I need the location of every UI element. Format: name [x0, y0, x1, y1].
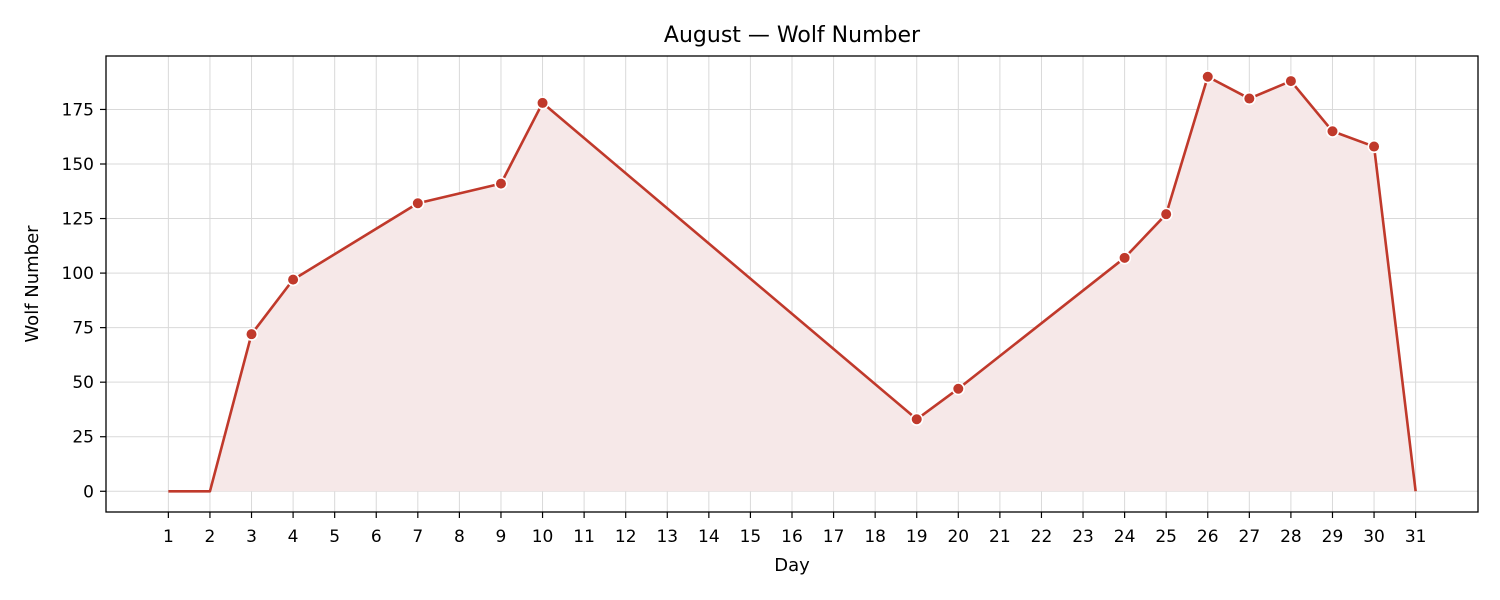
y-tick-label: 125: [62, 210, 94, 230]
y-tick-label: 175: [62, 100, 94, 120]
x-tick-label: 21: [989, 527, 1011, 547]
data-point: [411, 196, 425, 210]
data-point: [286, 273, 300, 287]
data-point: [1118, 251, 1132, 265]
x-tick-label: 12: [615, 527, 637, 547]
x-tick-label: 27: [1239, 527, 1261, 547]
x-tick-label: 3: [246, 527, 257, 547]
data-point: [951, 382, 965, 396]
data-point: [1201, 70, 1215, 84]
data-point: [535, 96, 550, 110]
data-point: [244, 327, 259, 341]
x-axis: 1 2 3 4 5 6 7 8 9 10 11 12 13 14 15 16 17 18 19 20 21 22 23 24 2…: [163, 512, 1427, 547]
y-tick-label: 0: [83, 482, 94, 502]
x-tick-label: 6: [371, 527, 382, 547]
x-tick-label: 29: [1322, 527, 1344, 547]
x-tick-label: 8: [454, 527, 465, 547]
x-tick-label: 23: [1072, 527, 1094, 547]
x-tick-label: 15: [740, 527, 762, 547]
x-tick-label: 22: [1031, 527, 1053, 547]
x-tick-label: 11: [573, 527, 595, 547]
y-tick-label: 50: [72, 373, 94, 393]
x-tick-label: 13: [656, 527, 678, 547]
data-point: [1325, 124, 1340, 138]
y-axis: 0 25 50 75 100 125 150 175: [62, 100, 106, 502]
data-point: [910, 412, 924, 426]
data-point: [494, 177, 508, 191]
x-tick-label: 18: [864, 527, 886, 547]
x-tick-label: 26: [1197, 527, 1219, 547]
x-tick-label: 19: [906, 527, 928, 547]
x-tick-label: 5: [329, 527, 340, 547]
series-area: [168, 76, 1416, 492]
x-tick-label: 9: [496, 527, 507, 547]
marker-layer: [244, 70, 1381, 426]
data-point: [1242, 91, 1256, 106]
data-point: [1367, 139, 1381, 154]
x-tick-label: 14: [698, 527, 720, 547]
x-tick-label: 25: [1155, 527, 1177, 547]
x-tick-label: 7: [412, 527, 423, 547]
y-tick-label: 100: [62, 264, 94, 284]
x-tick-label: 16: [781, 527, 803, 547]
x-tick-label: 17: [823, 527, 845, 547]
y-tick-label: 75: [72, 319, 94, 339]
y-tick-label: 150: [62, 155, 94, 175]
x-tick-label: 10: [532, 527, 554, 547]
x-tick-label: 28: [1280, 527, 1302, 547]
area-fill-layer: [168, 76, 1416, 492]
data-point: [1159, 207, 1173, 221]
x-axis-label: Day: [774, 555, 810, 576]
x-tick-label: 4: [288, 527, 299, 547]
x-tick-label: 31: [1405, 527, 1427, 547]
x-tick-label: 30: [1363, 527, 1385, 547]
y-axis-label: Wolf Number: [22, 225, 43, 343]
chart-title: August — Wolf Number: [664, 23, 921, 48]
data-point: [1284, 74, 1298, 88]
x-tick-label: 24: [1114, 527, 1136, 547]
x-tick-label: 2: [205, 527, 216, 547]
x-tick-label: 20: [947, 527, 969, 547]
x-tick-label: 1: [163, 527, 174, 547]
y-tick-label: 25: [72, 428, 94, 448]
